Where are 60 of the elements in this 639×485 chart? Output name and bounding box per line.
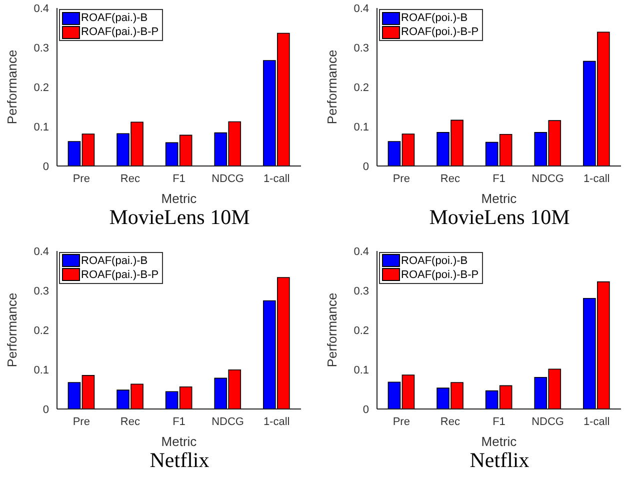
- y-axis-title: Performance: [4, 292, 20, 367]
- x-axis-title: Metric: [481, 434, 518, 448]
- x-tick-label: F1: [492, 415, 506, 428]
- legend-label: ROAF(poi.)-B-P: [401, 25, 479, 39]
- x-tick-label: NDCG: [532, 172, 564, 185]
- legend-label: ROAF(poi.)-B: [401, 254, 468, 268]
- y-tick-label: 0.3: [354, 284, 369, 297]
- text: MovieLens 10M: [108, 205, 251, 230]
- x-tick-label: Rec: [440, 415, 460, 428]
- y-tick-label: 0.1: [354, 364, 369, 376]
- y-tick-label: 0: [42, 160, 49, 173]
- text: MovieLens 10M: [428, 205, 571, 230]
- x-tick-label: F1: [492, 172, 506, 185]
- y-tick-label: 0.3: [34, 42, 49, 54]
- legend-label: ROAF(poi.)-B: [401, 11, 468, 25]
- legend-label: ROAF(pai.)-B: [81, 254, 148, 268]
- y-tick-label: 0.2: [34, 324, 49, 336]
- legend-label: ROAF(pai.)-B: [81, 11, 148, 25]
- y-tick-label: 0.2: [354, 324, 369, 336]
- x-tick-label: Rec: [120, 415, 140, 428]
- x-tick-label: F1: [172, 415, 186, 428]
- x-tick-label: 1-call: [583, 415, 610, 428]
- y-tick-label: 0.1: [34, 364, 49, 376]
- text: Netflix: [148, 448, 210, 472]
- x-tick-label: Pre: [392, 415, 410, 428]
- x-tick-label: NDCG: [212, 172, 244, 185]
- y-axis-title: Performance: [324, 292, 340, 367]
- x-tick-label: Pre: [72, 415, 90, 428]
- y-tick-label: 0.3: [34, 284, 49, 297]
- y-tick-label: 0.3: [354, 42, 369, 54]
- x-tick-label: Rec: [440, 172, 460, 185]
- x-tick-label: NDCG: [212, 415, 244, 428]
- y-tick-label: 0.4: [354, 245, 369, 258]
- legend-label: ROAF(pai.)-B-P: [81, 268, 159, 282]
- x-axis-title: Metric: [481, 191, 518, 206]
- text: Netflix: [468, 448, 530, 472]
- x-tick-label: Rec: [120, 172, 140, 185]
- y-tick-label: 0.4: [34, 245, 49, 258]
- y-tick-label: 0.1: [354, 121, 369, 134]
- y-tick-label: 0: [362, 403, 369, 416]
- y-axis-title: Performance: [4, 50, 20, 124]
- y-tick-label: 0: [362, 160, 369, 173]
- y-tick-label: 0.2: [34, 82, 49, 94]
- x-tick-label: NDCG: [532, 415, 564, 428]
- x-tick-label: F1: [172, 172, 186, 185]
- x-tick-label: 1-call: [263, 415, 290, 428]
- x-tick-label: Pre: [392, 172, 410, 185]
- y-tick-label: 0.2: [354, 82, 369, 94]
- y-tick-label: 0: [42, 403, 49, 416]
- y-tick-label: 0.1: [34, 121, 49, 134]
- y-tick-label: 0.4: [354, 2, 369, 15]
- legend-label: ROAF(poi.)-B-P: [401, 268, 479, 282]
- x-axis-title: Metric: [161, 434, 198, 448]
- y-tick-label: 0.4: [34, 2, 49, 15]
- y-axis-title: Performance: [324, 50, 340, 124]
- legend-label: ROAF(pai.)-B-P: [81, 25, 159, 39]
- x-tick-label: 1-call: [263, 172, 290, 185]
- x-axis-title: Metric: [161, 191, 198, 206]
- x-tick-label: 1-call: [583, 172, 610, 185]
- x-tick-label: Pre: [72, 172, 90, 185]
